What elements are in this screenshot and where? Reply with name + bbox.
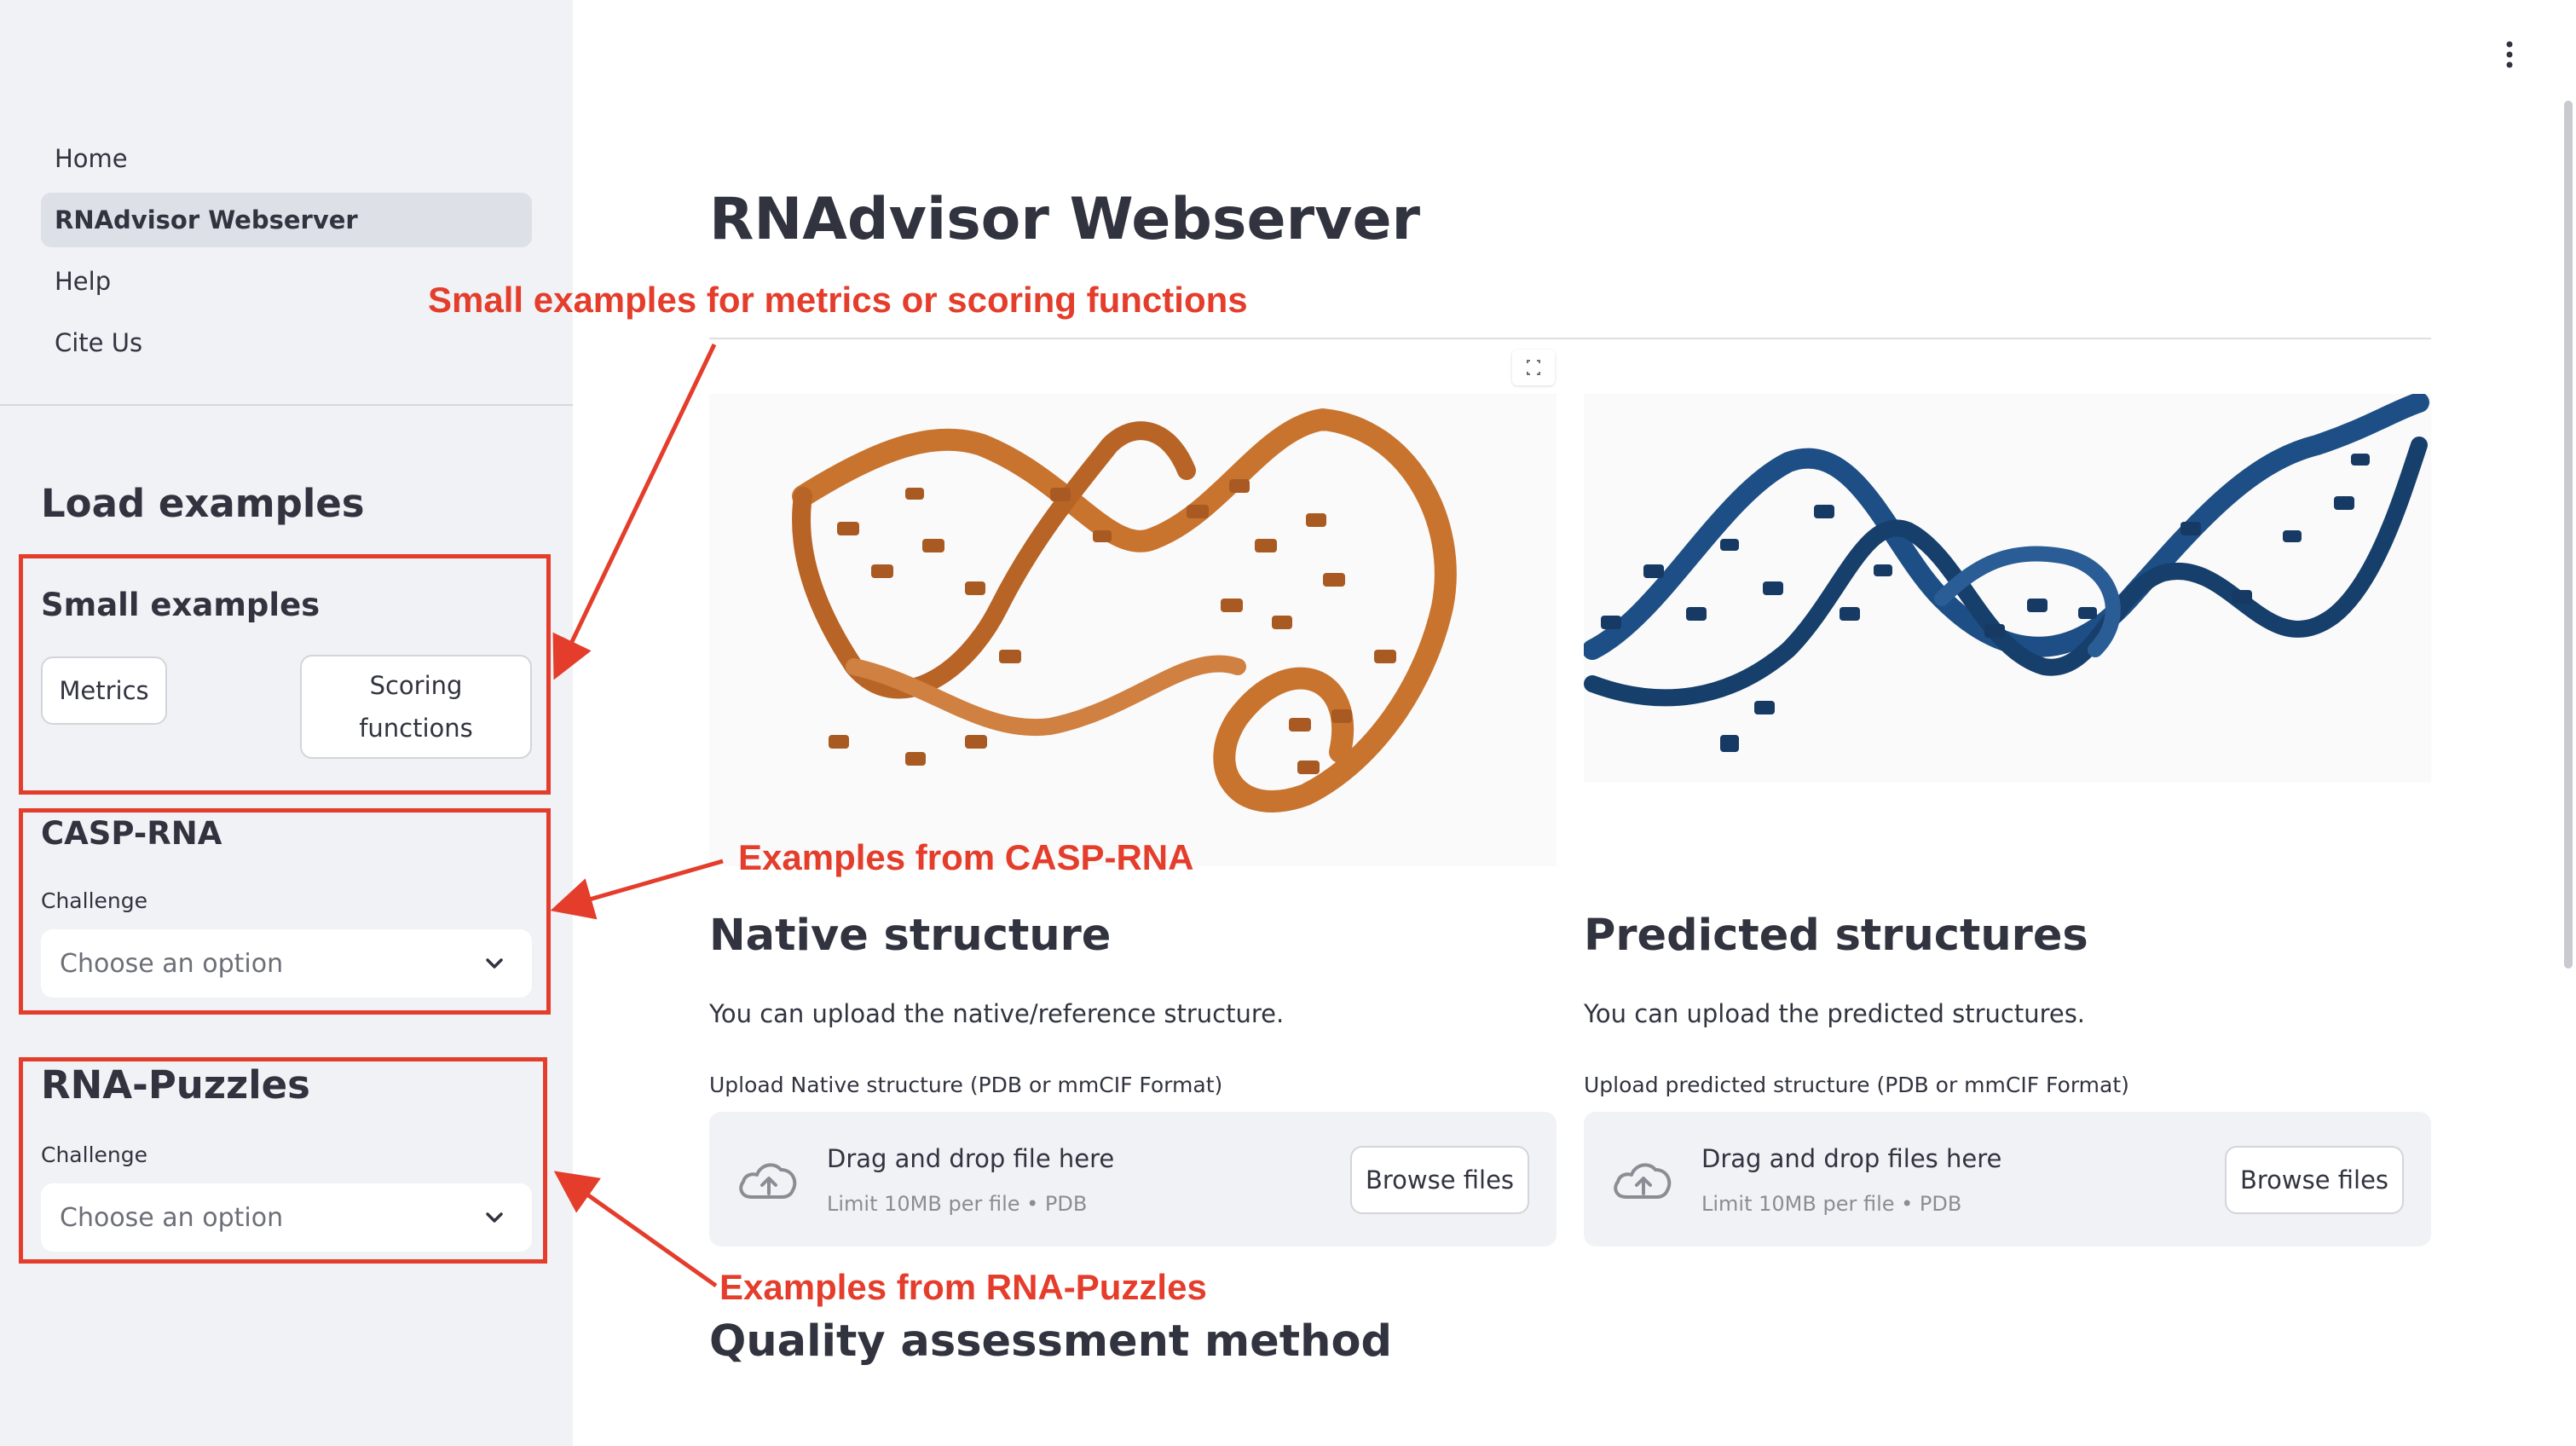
fullscreen-icon[interactable] [1512,350,1555,385]
scrollbar[interactable] [2564,101,2573,969]
quality-assessment-heading: Quality assessment method [709,1316,1392,1367]
predicted-upload-label: Upload predicted structure (PDB or mmCIF… [1584,1073,2129,1097]
native-structure-image [709,394,1557,866]
predicted-structure-image [1584,394,2431,783]
predicted-drop-text: Drag and drop files here [1701,1144,2002,1173]
casp-select-placeholder: Choose an option [60,948,284,979]
native-browse-button[interactable]: Browse files [1350,1146,1529,1214]
more-options-icon[interactable] [2504,39,2515,70]
annotation-box-puzzles [19,1057,547,1264]
native-drop-text: Drag and drop file here [827,1144,1115,1173]
predicted-dropzone[interactable]: Drag and drop files here Limit 10MB per … [1584,1112,2431,1246]
sidebar-divider [0,404,573,406]
puzzles-select-placeholder: Choose an option [60,1202,284,1233]
predicted-limit-text: Limit 10MB per file • PDB [1701,1192,1962,1216]
annotation-puzzles: Examples from RNA-Puzzles [719,1267,1207,1307]
predicted-browse-button[interactable]: Browse files [2225,1146,2404,1214]
cloud-upload-icon [1614,1163,1672,1199]
puzzles-challenge-label: Challenge [41,1142,147,1167]
casp-challenge-label: Challenge [41,888,147,913]
puzzles-challenge-select[interactable]: Choose an option [41,1183,532,1252]
nav-rnadvisor-webserver[interactable]: RNAdvisor Webserver [41,193,532,247]
scoring-functions-button[interactable]: Scoring functions [300,655,532,759]
native-limit-text: Limit 10MB per file • PDB [827,1192,1088,1216]
annotation-small-examples: Small examples for metrics or scoring fu… [428,280,1248,320]
annotation-casp: Examples from CASP-RNA [738,837,1194,877]
chevron-down-icon [486,958,503,969]
small-examples-title: Small examples [41,587,321,623]
cloud-upload-icon [739,1163,797,1199]
page-title: RNAdvisor Webserver [709,186,1421,253]
predicted-description: You can upload the predicted structures. [1584,999,2086,1028]
native-dropzone[interactable]: Drag and drop file here Limit 10MB per f… [709,1112,1557,1246]
predicted-structures-heading: Predicted structures [1584,911,2088,961]
nav-home[interactable]: Home [55,144,128,173]
rna-puzzles-title: RNA-Puzzles [41,1062,310,1108]
load-examples-title: Load examples [41,481,365,526]
casp-challenge-select[interactable]: Choose an option [41,929,532,998]
chevron-down-icon [486,1212,503,1223]
nav-help[interactable]: Help [55,267,112,296]
scoring-functions-line2: functions [359,714,473,743]
nav-cite-us[interactable]: Cite Us [55,328,143,357]
annotation-box-casp [19,808,551,1015]
title-divider [709,338,2431,339]
metrics-button[interactable]: Metrics [41,656,167,725]
sidebar: Home RNAdvisor Webserver Help Cite Us Lo… [0,0,573,1446]
native-description: You can upload the native/reference stru… [709,999,1285,1028]
scoring-functions-line1: Scoring [369,671,463,700]
casp-rna-title: CASP-RNA [41,815,222,852]
annotation-box-small-examples [19,554,551,795]
native-structure-heading: Native structure [709,911,1112,961]
native-upload-label: Upload Native structure (PDB or mmCIF Fo… [709,1073,1223,1097]
